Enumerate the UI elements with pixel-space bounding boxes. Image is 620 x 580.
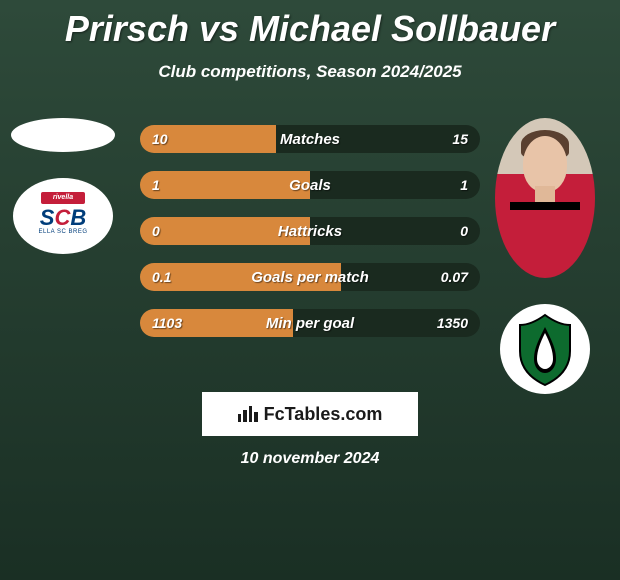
player-head	[523, 136, 567, 192]
stat-row: 0 Hattricks 0	[140, 217, 480, 245]
stat-row: 0.1 Goals per match 0.07	[140, 263, 480, 291]
bar-right	[310, 171, 480, 199]
scb-initials: SCB	[40, 205, 86, 231]
stat-label: Goals per match	[251, 269, 369, 286]
left-player-column: rivella SCB ELLA SC BREG	[8, 118, 118, 254]
right-player-column	[490, 118, 600, 394]
stat-value-left: 1103	[152, 315, 182, 331]
stat-row: 1 Goals 1	[140, 171, 480, 199]
stats-table: 10Matches151Goals10Hattricks00.1Goals pe…	[140, 125, 480, 355]
ried-emblem-icon	[514, 311, 576, 387]
jersey-stripe	[510, 202, 580, 210]
right-player-photo	[495, 118, 595, 278]
right-club-logo	[500, 304, 590, 394]
stat-value-left: 1	[152, 177, 160, 193]
stat-value-left: 0	[152, 223, 160, 239]
scb-arc-text: ELLA SC BREG	[38, 229, 87, 235]
stat-value-left: 0.1	[152, 269, 171, 285]
stat-label: Hattricks	[278, 223, 342, 240]
subtitle: Club competitions, Season 2024/2025	[0, 62, 620, 82]
fctables-banner: FcTables.com	[202, 392, 418, 436]
stat-label: Goals	[289, 177, 331, 194]
left-player-placeholder	[11, 118, 115, 152]
page-title: Prirsch vs Michael Sollbauer	[0, 0, 620, 50]
chart-icon	[238, 406, 258, 422]
bar-left	[140, 171, 310, 199]
stat-label: Matches	[280, 131, 340, 148]
stat-label: Min per goal	[266, 315, 354, 332]
stat-value-right: 1	[460, 177, 468, 193]
stat-value-right: 1350	[437, 315, 468, 331]
stat-row: 1103 Min per goal 1350	[140, 309, 480, 337]
left-club-logo: rivella SCB ELLA SC BREG	[13, 178, 113, 254]
rivella-banner: rivella	[41, 192, 85, 204]
date-label: 10 november 2024	[241, 450, 380, 468]
stat-value-left: 10	[152, 131, 168, 147]
stat-value-right: 15	[452, 131, 468, 147]
stat-value-right: 0.07	[441, 269, 468, 285]
stat-row: 10 Matches 15	[140, 125, 480, 153]
fctables-label: FcTables.com	[264, 404, 383, 425]
stat-value-right: 0	[460, 223, 468, 239]
